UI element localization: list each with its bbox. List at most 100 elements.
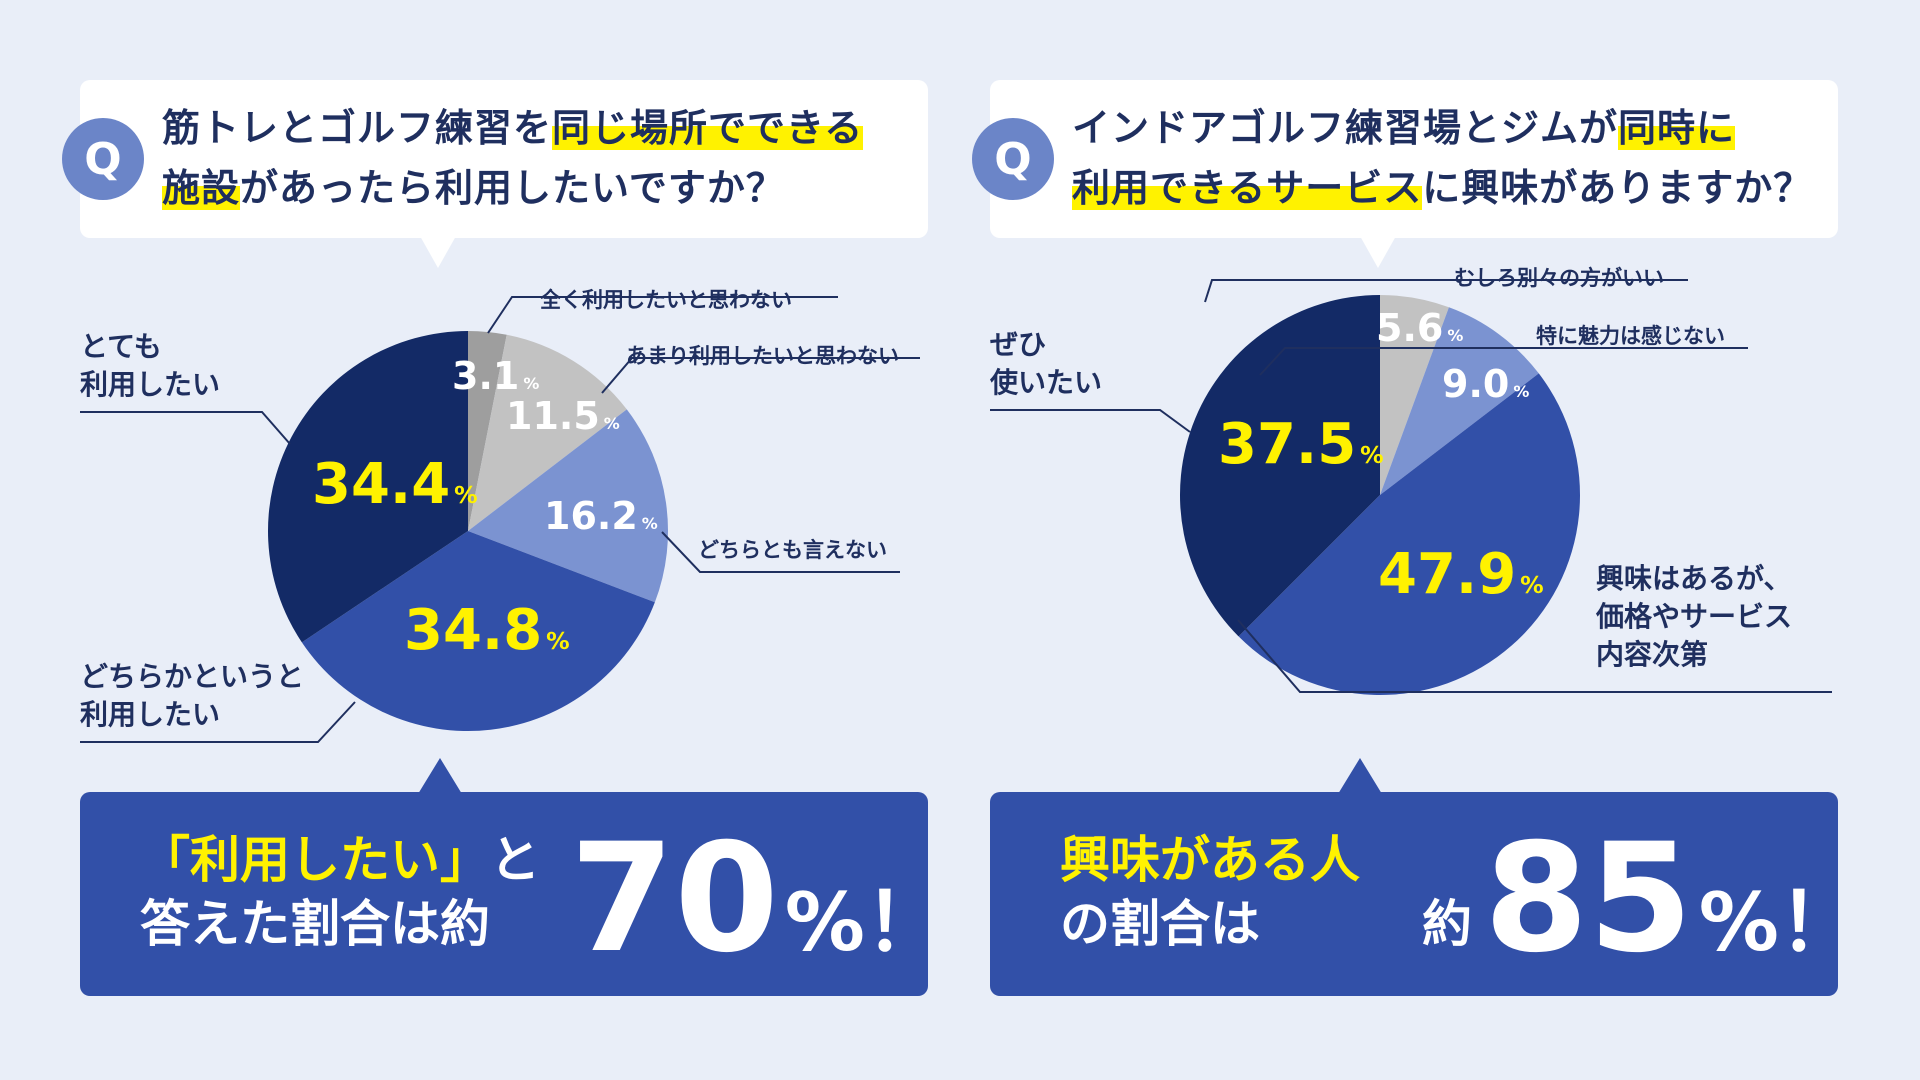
slice-label-separate: むしろ別々の方がいい — [1454, 266, 1664, 290]
slice-label-very-line1: とても — [80, 330, 162, 363]
question-line1-pre: インドアゴルフ練習場とジムが — [1072, 106, 1619, 150]
slice-label-no-appeal: 特に魅力は感じない — [1536, 324, 1725, 348]
slice-label-neutral: どちらとも言えない — [698, 538, 887, 562]
value-somewhat-num: 34.8 — [404, 598, 543, 663]
question-text: 筋トレとゴルフ練習を同じ場所でできる 施設があったら利用したいですか？ — [162, 98, 908, 218]
pie-chart — [80, 296, 920, 743]
slice-label-depends-line1: 興味はあるが、 — [1596, 562, 1792, 595]
q-badge: Q — [62, 118, 144, 200]
question-box: Q インドアゴルフ練習場とジムが同時に 利用できるサービスに興味がありますか？ — [972, 80, 1838, 268]
pie-slice-very — [268, 331, 468, 643]
value-want-unit: % — [1360, 441, 1384, 469]
question-line2-highlight: 利用できるサービス — [1072, 166, 1423, 210]
leader-line-not-at-all — [487, 296, 838, 334]
pie-slice-no-appeal — [1380, 307, 1539, 495]
leader-line-rather-not — [601, 357, 920, 394]
answer-line2: の割合は — [1060, 895, 1260, 953]
answer-line1-rest: と — [490, 831, 540, 889]
value-rather-not-unit: % — [603, 414, 620, 433]
question-line2-post: に興味がありますか？ — [1422, 166, 1813, 210]
answer-prefix: 約 — [1422, 892, 1472, 956]
question-line1-pre: 筋トレとゴルフ練習を — [162, 106, 553, 150]
question-tail — [420, 236, 456, 268]
answer-box: 「利用したい」と 答えた割合は約 70%！ — [80, 758, 945, 996]
answer-big-unit: %！ — [1698, 876, 1859, 969]
question-box: Q 筋トレとゴルフ練習を同じ場所でできる 施設があったら利用したいですか？ — [62, 80, 928, 268]
value-no-appeal: 9.0% — [1442, 362, 1529, 406]
answer-box: 興味がある人 の割合は 約 85%！ — [990, 758, 1859, 996]
pie-chart — [990, 279, 1832, 696]
leader-line-separate — [1204, 279, 1688, 303]
question-line2-highlight: 施設 — [162, 166, 241, 210]
pie-slice-not-at-all — [468, 331, 507, 531]
value-not-at-all-num: 3.1 — [452, 354, 520, 398]
slice-label-somewhat-line1: どちらかというと — [80, 660, 305, 693]
slice-label-want-line1: ぜひ — [990, 328, 1047, 361]
slice-label-depends-line3: 内容次第 — [1596, 638, 1709, 671]
answer-big-number-value: 85 — [1484, 812, 1693, 986]
answer-big-unit: %！ — [784, 876, 945, 969]
value-somewhat-unit: % — [546, 627, 570, 655]
value-depends-num: 47.9 — [1378, 542, 1517, 607]
leader-line-no-appeal — [1259, 347, 1748, 376]
value-neutral-num: 16.2 — [544, 494, 638, 538]
value-no-appeal-unit: % — [1513, 382, 1530, 401]
answer-prefix-text: 約 — [1422, 895, 1472, 953]
pie-slice-neutral — [468, 409, 668, 603]
value-neutral-unit: % — [641, 514, 658, 533]
question-text: インドアゴルフ練習場とジムが同時に 利用できるサービスに興味がありますか？ — [1072, 98, 1818, 218]
value-want: 37.5% — [1218, 412, 1384, 477]
answer-tail — [1338, 758, 1382, 794]
slice-label-rather-not: あまり利用したいと思わない — [626, 344, 899, 368]
question-line1-highlight: 同じ場所でできる — [552, 106, 864, 150]
answer-text: 「利用したい」と 答えた割合は約 — [140, 828, 540, 956]
value-rather-not-num: 11.5 — [506, 394, 600, 438]
value-separate-unit: % — [1447, 326, 1464, 345]
slice-label-want-line2: 使いたい — [990, 366, 1103, 399]
answer-big-number: 70%！ — [570, 824, 945, 998]
slice-label-very: とても 利用したい — [80, 328, 220, 404]
slice-label-very-line2: 利用したい — [80, 368, 221, 401]
answer-big-number: 85%！ — [1484, 824, 1859, 998]
left-panel: Q 筋トレとゴルフ練習を同じ場所でできる 施設があったら利用したいですか？ 全く… — [62, 80, 945, 996]
answer-line2: 答えた割合は約 — [140, 895, 490, 953]
pie-slice-depends — [1238, 373, 1581, 696]
value-somewhat: 34.8% — [404, 598, 570, 663]
slice-label-depends-line2: 価格やサービス — [1596, 600, 1793, 633]
value-want-num: 37.5 — [1218, 412, 1357, 477]
leader-line-depends — [1237, 619, 1832, 693]
slice-label-not-at-all: 全く利用したいと思わない — [540, 288, 792, 312]
answer-line1-highlight: 興味がある人 — [1060, 831, 1360, 889]
question-line2-post: があったら利用したいですか？ — [240, 166, 785, 210]
value-very: 34.4% — [312, 452, 478, 517]
value-depends-unit: % — [1520, 571, 1544, 599]
leader-line-somewhat — [80, 701, 356, 743]
pie-slice-want — [1180, 295, 1380, 637]
value-very-unit: % — [454, 481, 478, 509]
answer-line1-highlight: 「利用したい」 — [140, 831, 490, 889]
question-line1-highlight: 同時に — [1618, 106, 1736, 150]
value-not-at-all: 3.1% — [452, 354, 539, 398]
pie-slice-separate — [1380, 295, 1449, 495]
right-panel: Q インドアゴルフ練習場とジムが同時に 利用できるサービスに興味がありますか？ … — [960, 0, 1920, 1080]
value-not-at-all-unit: % — [523, 374, 540, 393]
answer-tail — [418, 758, 462, 794]
slice-label-somewhat-line2: 利用したい — [80, 698, 221, 731]
slice-label-depends: 興味はあるが、 価格やサービス 内容次第 — [1596, 560, 1792, 674]
question-tail — [1360, 236, 1396, 268]
q-badge: Q — [972, 118, 1054, 200]
value-rather-not: 11.5% — [506, 394, 620, 438]
value-separate: 5.6% — [1376, 306, 1463, 350]
value-neutral: 16.2% — [544, 494, 658, 538]
leader-line-neutral — [661, 531, 900, 573]
leader-line-very — [80, 411, 291, 445]
slice-label-want: ぜひ 使いたい — [990, 326, 1102, 402]
answer-big-number-value: 70 — [570, 812, 779, 986]
answer-text: 興味がある人 の割合は — [1060, 828, 1360, 956]
value-no-appeal-num: 9.0 — [1442, 362, 1510, 406]
leader-line-want — [990, 409, 1191, 433]
slice-label-somewhat: どちらかというと 利用したい — [80, 658, 304, 734]
value-depends: 47.9% — [1378, 542, 1544, 607]
pie-slice-somewhat — [301, 531, 655, 732]
value-separate-num: 5.6 — [1376, 306, 1444, 350]
